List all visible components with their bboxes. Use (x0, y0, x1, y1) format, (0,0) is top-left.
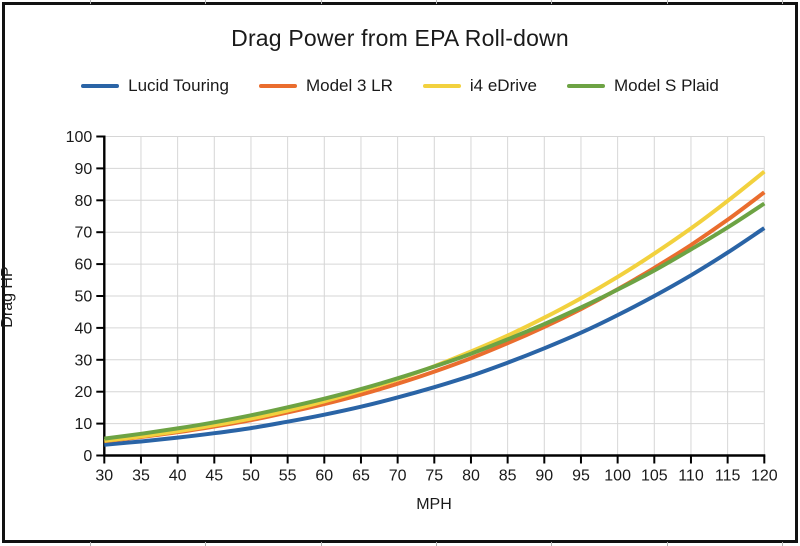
legend-swatch (81, 84, 120, 88)
svg-text:90: 90 (75, 161, 93, 178)
svg-text:70: 70 (389, 468, 407, 485)
svg-text:45: 45 (205, 468, 223, 485)
svg-text:120: 120 (751, 468, 778, 485)
svg-text:80: 80 (462, 468, 480, 485)
svg-text:100: 100 (66, 129, 93, 146)
svg-text:60: 60 (75, 257, 93, 274)
legend-item-model-s-plaid: Model S Plaid (566, 76, 719, 96)
svg-text:30: 30 (95, 468, 113, 485)
svg-text:65: 65 (352, 468, 370, 485)
svg-text:70: 70 (75, 225, 93, 242)
legend-swatch (422, 84, 461, 88)
svg-text:110: 110 (678, 468, 704, 485)
legend-label: Model 3 LR (305, 76, 393, 95)
svg-text:105: 105 (641, 468, 668, 485)
svg-text:20: 20 (75, 384, 93, 401)
svg-text:115: 115 (715, 468, 741, 485)
svg-text:10: 10 (75, 416, 93, 433)
svg-text:85: 85 (499, 468, 517, 485)
x-axis-title: MPH (416, 496, 452, 513)
chart-title: Drag Power from EPA Roll-down (231, 25, 569, 51)
svg-text:50: 50 (75, 289, 93, 306)
legend-swatch (566, 84, 605, 88)
svg-text:0: 0 (83, 448, 92, 465)
svg-text:80: 80 (75, 193, 93, 210)
legend-item-lucid-touring: Lucid Touring (81, 76, 229, 96)
legend-label: i4 eDrive (469, 76, 537, 95)
y-axis-title: Drag HP (0, 266, 16, 328)
svg-text:30: 30 (75, 352, 93, 369)
svg-text:60: 60 (315, 468, 333, 485)
legend-label: Model S Plaid (613, 76, 719, 95)
series-line-model-s-plaid (104, 201, 766, 441)
legend-swatch (258, 84, 297, 88)
legend-item-model-3-lr: Model 3 LR (258, 76, 393, 96)
legend-label: Lucid Touring (128, 76, 229, 95)
svg-text:90: 90 (535, 468, 553, 485)
svg-text:50: 50 (242, 468, 260, 485)
series-line-lucid-touring (104, 226, 766, 447)
svg-text:75: 75 (425, 468, 443, 485)
svg-text:100: 100 (604, 468, 631, 485)
svg-text:35: 35 (132, 468, 150, 485)
svg-text:40: 40 (169, 468, 187, 485)
chart-legend: Lucid Touring Model 3 LR i4 eDrive Model S … (0, 76, 800, 96)
legend-item-i4-edrive: i4 eDrive (422, 76, 537, 96)
svg-text:40: 40 (75, 320, 93, 337)
svg-text:55: 55 (279, 468, 297, 485)
svg-text:95: 95 (572, 468, 590, 485)
